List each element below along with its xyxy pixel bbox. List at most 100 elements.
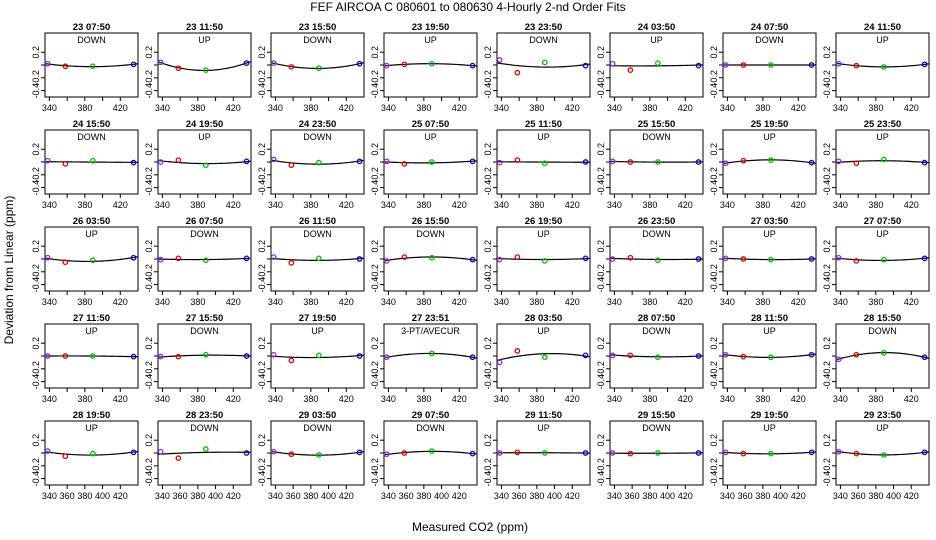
y-tick-label: -0.4: [822, 83, 832, 99]
data-point: [740, 256, 747, 262]
panel-title: 27 15:50: [186, 313, 224, 324]
data-point: [315, 159, 322, 166]
x-tick-label: 360: [173, 491, 188, 501]
x-tick-label: 380: [77, 491, 92, 501]
data-point: [654, 354, 661, 361]
data-point: [202, 446, 209, 453]
panel-flow-label: DOWN: [190, 229, 219, 239]
data-point: [808, 449, 815, 456]
y-tick-label: 0.2: [144, 434, 154, 447]
y-tick-label: 0.2: [483, 46, 493, 59]
y-tick-label: -0.2: [596, 264, 606, 280]
x-tick-label: 420: [452, 200, 467, 210]
fit-curve: [157, 354, 252, 358]
y-tick-label: -0.2: [822, 167, 832, 183]
panel-flow-label: UP: [537, 132, 550, 142]
fit-curve: [609, 160, 704, 163]
x-tick-label: 380: [303, 394, 318, 404]
panel-flow-label: UP: [763, 132, 776, 142]
x-tick-label: 420: [452, 297, 467, 307]
panel-title: 25 07:50: [412, 119, 450, 130]
data-point: [627, 159, 634, 165]
y-tick-label: 0.2: [822, 337, 832, 350]
data-point: [89, 450, 96, 457]
panel-flow-label: DOWN: [868, 326, 897, 336]
x-tick-label: 380: [190, 200, 205, 210]
y-tick-label: 0.2: [822, 46, 832, 59]
y-tick-label: -0.4: [596, 180, 606, 196]
x-tick-label: 360: [625, 491, 640, 501]
data-point: [767, 354, 774, 361]
x-tick-label: 360: [738, 491, 753, 501]
y-tick-label: -0.2: [822, 458, 832, 474]
data-point: [428, 350, 435, 357]
data-point: [383, 258, 390, 264]
panel-title: 29 03:50: [299, 410, 337, 421]
data-point: [401, 61, 408, 68]
data-point: [921, 61, 928, 68]
x-tick-label: 380: [529, 491, 544, 501]
data-point: [175, 255, 182, 262]
y-tick-label: -0.4: [31, 374, 41, 390]
x-tick-label: 420: [113, 200, 128, 210]
panel-title: 24 07:50: [751, 22, 789, 33]
panel-title: 24 23:50: [299, 119, 337, 130]
panel-flow-label: DOWN: [190, 423, 219, 433]
panel-title: 28 07:50: [638, 313, 676, 324]
x-tick-label: 340: [155, 297, 170, 307]
data-point: [288, 357, 295, 364]
x-tick-label: 340: [720, 491, 735, 501]
panel-flow-label: UP: [198, 132, 211, 142]
x-tick-label: 340: [155, 491, 170, 501]
data-point: [157, 59, 164, 66]
y-tick-label: 0.2: [144, 337, 154, 350]
y-tick-label: 0.2: [370, 434, 380, 447]
y-tick-label: -0.2: [370, 70, 380, 86]
data-point: [921, 255, 928, 262]
data-point: [428, 60, 435, 67]
data-point: [582, 62, 589, 69]
y-tick-label: -0.4: [709, 180, 719, 196]
panel-flow-label: UP: [876, 229, 889, 239]
panel-flow-label: DOWN: [303, 132, 332, 142]
panel-title: 23 15:50: [299, 22, 337, 33]
data-point: [356, 353, 363, 359]
data-point: [315, 65, 322, 72]
y-tick-label: 0.2: [822, 240, 832, 253]
y-tick-label: 0.2: [596, 240, 606, 253]
panel-title: 28 19:50: [73, 410, 111, 421]
data-point: [130, 353, 137, 360]
x-tick-label: 400: [95, 491, 110, 501]
data-point: [383, 62, 390, 69]
data-point: [401, 161, 408, 167]
fit-curve: [44, 63, 139, 68]
data-point: [609, 60, 616, 67]
x-tick-label: 420: [339, 103, 354, 113]
data-point: [835, 254, 842, 261]
data-point: [428, 254, 435, 261]
y-tick-label: 0.2: [257, 143, 267, 156]
x-tick-label: 420: [113, 394, 128, 404]
x-tick-label: 340: [42, 103, 57, 113]
data-point: [654, 60, 661, 66]
x-tick-label: 420: [226, 103, 241, 113]
x-tick-label: 380: [755, 200, 770, 210]
x-tick-label: 400: [773, 491, 788, 501]
data-point: [270, 60, 277, 66]
data-point: [243, 255, 250, 262]
y-tick-label: 0.2: [483, 143, 493, 156]
fit-curve: [157, 257, 252, 261]
data-point: [541, 59, 548, 66]
panel-flow-label: 3-PT/AVECUR: [401, 326, 460, 336]
data-point: [130, 254, 137, 261]
data-point: [541, 354, 548, 361]
fit-curve: [270, 62, 365, 70]
panel-title: 27 23:51: [412, 313, 450, 324]
y-tick-label: -0.4: [483, 471, 493, 487]
data-point: [740, 157, 747, 164]
y-tick-label: -0.2: [144, 361, 154, 377]
